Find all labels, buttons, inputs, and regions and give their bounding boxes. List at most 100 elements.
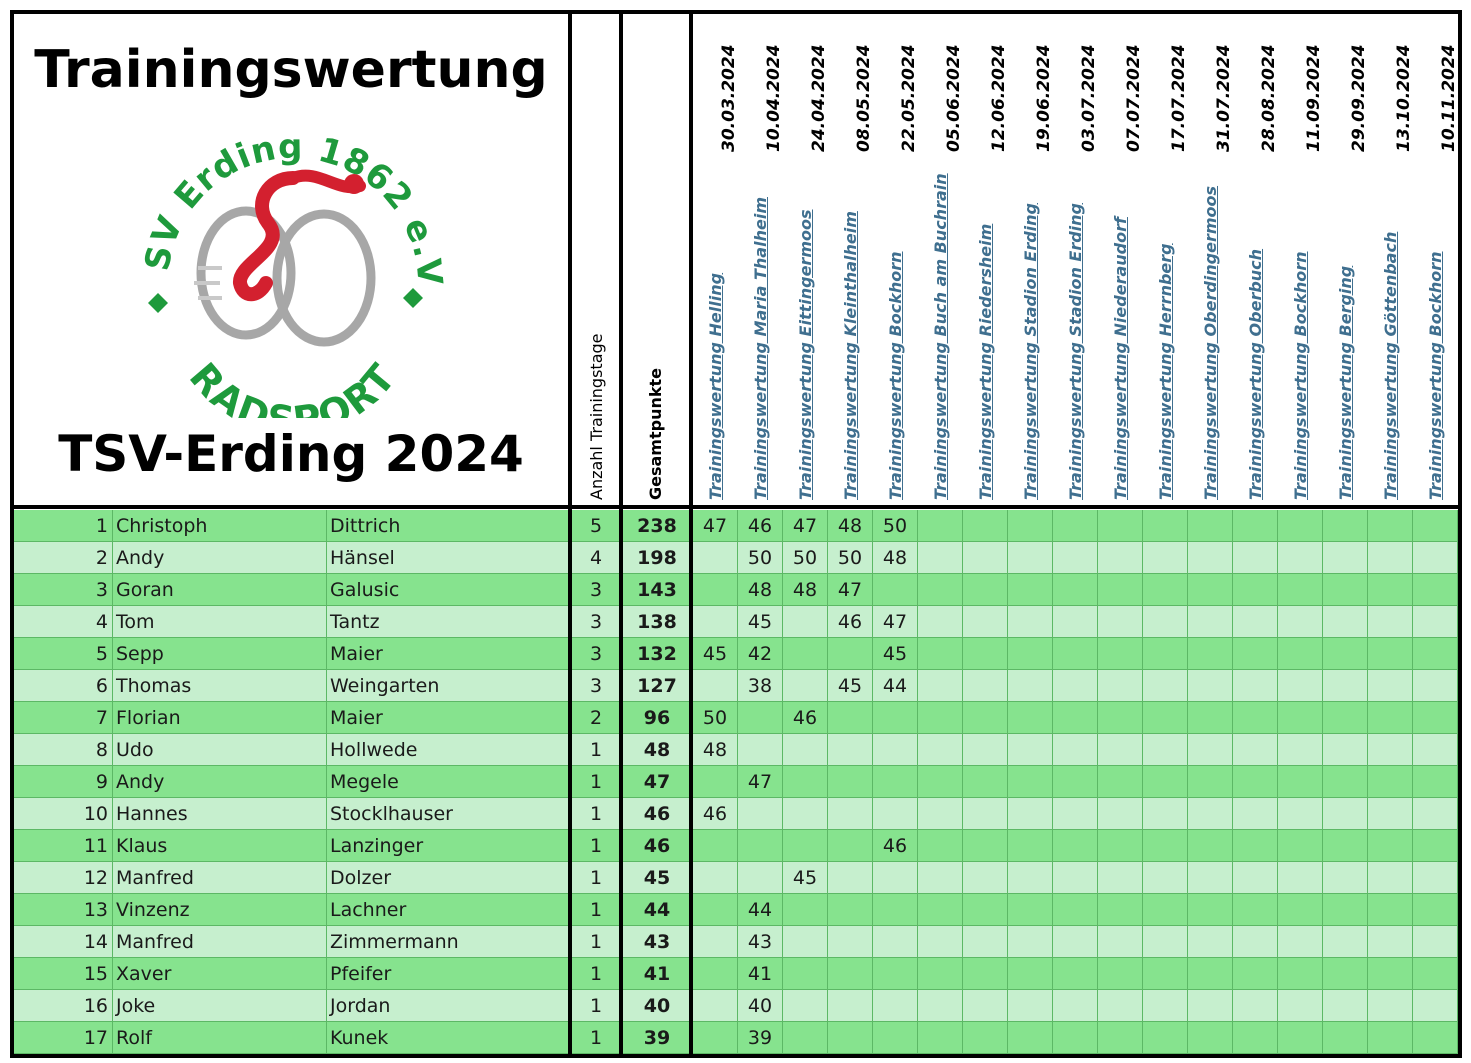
training-days-cell[interactable]: 1 — [571, 958, 622, 990]
rank-cell[interactable]: 11 — [14, 830, 113, 862]
score-cell[interactable] — [1053, 958, 1098, 990]
score-cell[interactable] — [918, 702, 963, 734]
last-name-cell[interactable]: Maier — [327, 702, 571, 734]
session-link[interactable]: Trainingswertung Berging — [1336, 265, 1355, 500]
score-cell[interactable] — [1053, 542, 1098, 574]
score-cell[interactable] — [1413, 638, 1458, 670]
score-cell[interactable] — [1233, 862, 1278, 894]
first-name-cell[interactable]: Manfred — [113, 926, 327, 958]
score-cell[interactable] — [963, 830, 1008, 862]
training-days-cell[interactable]: 5 — [571, 510, 622, 542]
score-cell[interactable] — [1143, 542, 1188, 574]
score-cell[interactable] — [1368, 926, 1413, 958]
score-cell[interactable]: 45 — [783, 862, 828, 894]
score-cell[interactable] — [1413, 766, 1458, 798]
total-points-cell[interactable]: 96 — [622, 702, 693, 734]
training-days-cell[interactable]: 1 — [571, 862, 622, 894]
score-cell[interactable] — [918, 830, 963, 862]
score-cell[interactable] — [828, 862, 873, 894]
score-cell[interactable] — [1008, 766, 1053, 798]
last-name-cell[interactable]: Dolzer — [327, 862, 571, 894]
score-cell[interactable] — [1278, 958, 1323, 990]
first-name-cell[interactable]: Rolf — [113, 1022, 327, 1054]
score-cell[interactable] — [1368, 766, 1413, 798]
score-cell[interactable] — [783, 926, 828, 958]
rank-cell[interactable]: 14 — [14, 926, 113, 958]
rank-cell[interactable]: 16 — [14, 990, 113, 1022]
score-cell[interactable] — [918, 990, 963, 1022]
score-cell[interactable] — [873, 1022, 918, 1054]
score-cell[interactable] — [963, 926, 1008, 958]
first-name-cell[interactable]: Manfred — [113, 862, 327, 894]
score-cell[interactable] — [693, 670, 738, 702]
first-name-cell[interactable]: Klaus — [113, 830, 327, 862]
score-cell[interactable] — [1368, 830, 1413, 862]
score-cell[interactable] — [828, 894, 873, 926]
score-cell[interactable] — [918, 862, 963, 894]
rank-cell[interactable]: 5 — [14, 638, 113, 670]
rank-cell[interactable]: 15 — [14, 958, 113, 990]
score-cell[interactable] — [693, 926, 738, 958]
score-cell[interactable] — [693, 958, 738, 990]
score-cell[interactable] — [1008, 862, 1053, 894]
session-link[interactable]: Trainingswertung Bockhorn — [886, 251, 905, 500]
first-name-cell[interactable]: Goran — [113, 574, 327, 606]
score-cell[interactable] — [1368, 702, 1413, 734]
score-cell[interactable] — [828, 1022, 873, 1054]
session-link[interactable]: Trainingswertung Bockhorn — [1426, 251, 1445, 500]
session-link[interactable]: Trainingswertung Stadion Erding — [1021, 202, 1040, 500]
session-link[interactable]: Trainingswertung Niederaudorf — [1111, 217, 1130, 500]
score-cell[interactable] — [1413, 670, 1458, 702]
score-cell[interactable] — [783, 766, 828, 798]
score-cell[interactable] — [1413, 606, 1458, 638]
last-name-cell[interactable]: Weingarten — [327, 670, 571, 702]
score-cell[interactable] — [963, 894, 1008, 926]
score-cell[interactable]: 48 — [873, 542, 918, 574]
score-cell[interactable] — [1188, 798, 1233, 830]
score-cell[interactable] — [1323, 638, 1368, 670]
total-points-cell[interactable]: 43 — [622, 926, 693, 958]
score-cell[interactable] — [1143, 702, 1188, 734]
score-cell[interactable] — [1233, 670, 1278, 702]
score-cell[interactable] — [1188, 542, 1233, 574]
score-cell[interactable] — [783, 1022, 828, 1054]
score-cell[interactable] — [1188, 958, 1233, 990]
last-name-cell[interactable]: Galusic — [327, 574, 571, 606]
score-cell[interactable] — [1053, 830, 1098, 862]
score-cell[interactable] — [1008, 990, 1053, 1022]
total-points-cell[interactable]: 44 — [622, 894, 693, 926]
score-cell[interactable] — [783, 734, 828, 766]
score-cell[interactable] — [1053, 638, 1098, 670]
score-cell[interactable]: 46 — [738, 510, 783, 542]
training-days-cell[interactable]: 1 — [571, 990, 622, 1022]
total-points-cell[interactable]: 138 — [622, 606, 693, 638]
score-cell[interactable] — [1188, 894, 1233, 926]
score-cell[interactable] — [1053, 702, 1098, 734]
score-cell[interactable] — [1368, 958, 1413, 990]
score-cell[interactable] — [1233, 798, 1278, 830]
score-cell[interactable] — [1278, 766, 1323, 798]
score-cell[interactable] — [1368, 510, 1413, 542]
score-cell[interactable] — [1413, 862, 1458, 894]
score-cell[interactable] — [1323, 542, 1368, 574]
score-cell[interactable] — [1278, 702, 1323, 734]
score-cell[interactable] — [1098, 798, 1143, 830]
score-cell[interactable] — [783, 670, 828, 702]
score-cell[interactable] — [1413, 926, 1458, 958]
score-cell[interactable] — [963, 990, 1008, 1022]
score-cell[interactable] — [1368, 894, 1413, 926]
session-link[interactable]: Trainingswertung Eittingermoos — [796, 209, 815, 500]
score-cell[interactable] — [1368, 862, 1413, 894]
score-cell[interactable] — [918, 638, 963, 670]
score-cell[interactable] — [1053, 862, 1098, 894]
rank-cell[interactable]: 1 — [14, 510, 113, 542]
last-name-cell[interactable]: Maier — [327, 638, 571, 670]
training-days-cell[interactable]: 4 — [571, 542, 622, 574]
first-name-cell[interactable]: Xaver — [113, 958, 327, 990]
total-points-cell[interactable]: 143 — [622, 574, 693, 606]
score-cell[interactable] — [1323, 830, 1368, 862]
score-cell[interactable] — [918, 798, 963, 830]
score-cell[interactable]: 48 — [738, 574, 783, 606]
first-name-cell[interactable]: Florian — [113, 702, 327, 734]
score-cell[interactable] — [828, 926, 873, 958]
